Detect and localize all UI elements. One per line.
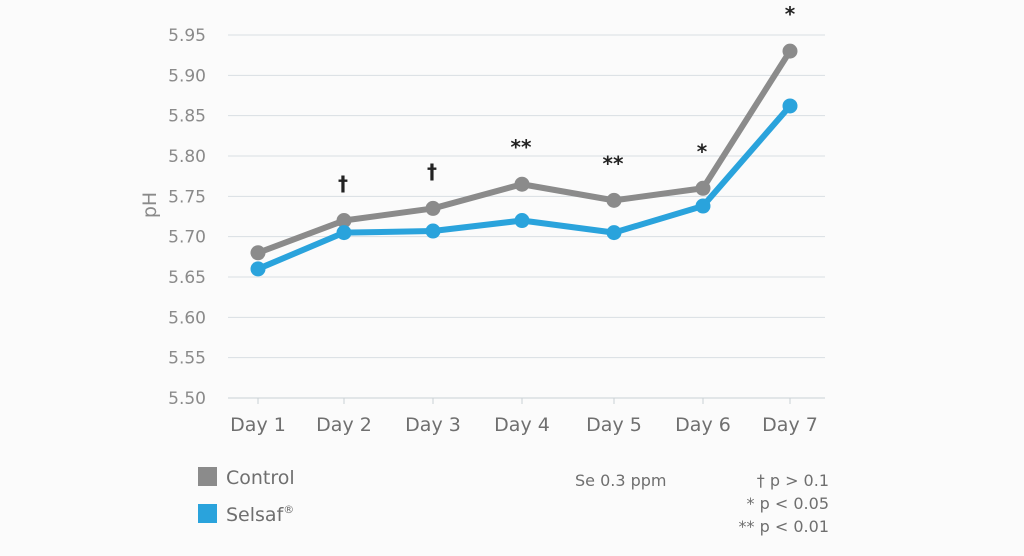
y-axis-label: pH — [139, 192, 161, 218]
data-point-control — [250, 245, 266, 261]
y-tick-label: 5.75 — [168, 187, 206, 207]
legend-label-selsaf-text: Selsaf — [226, 504, 285, 526]
x-tick-label: Day 6 — [675, 414, 731, 436]
data-point-selsaf — [782, 98, 798, 114]
data-point-selsaf — [425, 223, 441, 239]
legend-label-control: Control — [226, 467, 295, 489]
x-tick-label: Day 5 — [586, 414, 642, 436]
significance-marker: † — [338, 172, 348, 196]
data-point-selsaf — [695, 198, 711, 214]
x-tick-label: Day 3 — [405, 414, 461, 436]
dose-annotation: Se 0.3 ppm — [575, 471, 667, 490]
legend-label-selsaf: Selsaf® — [226, 503, 294, 526]
significance-marker: ** — [603, 151, 624, 175]
data-point-control — [606, 192, 622, 208]
significance-key-3: ** p < 0.01 — [739, 517, 829, 536]
significance-marker: * — [785, 2, 796, 26]
significance-key-1: † p > 0.1 — [757, 471, 829, 490]
y-tick-label: 5.80 — [168, 147, 206, 167]
y-tick-label: 5.85 — [168, 107, 206, 127]
x-tick-label: Day 1 — [230, 414, 286, 436]
data-point-control — [425, 200, 441, 216]
data-point-control — [782, 43, 798, 59]
data-point-selsaf — [514, 213, 530, 229]
data-point-control — [514, 176, 530, 192]
x-tick-label: Day 2 — [316, 414, 372, 436]
y-tick-label: 5.70 — [168, 228, 206, 248]
legend: Control Selsaf® — [198, 467, 295, 526]
significance-marker: ** — [511, 135, 532, 159]
x-tick-label: Day 4 — [494, 414, 550, 436]
y-tick-label: 5.55 — [168, 349, 206, 369]
x-tick-label: Day 7 — [762, 414, 818, 436]
y-tick-label: 5.60 — [168, 308, 206, 328]
data-point-selsaf — [336, 225, 352, 241]
significance-marker: † — [427, 159, 437, 183]
y-tick-label: 5.90 — [168, 66, 206, 86]
data-point-control — [336, 213, 352, 229]
legend-swatch-control — [198, 467, 217, 486]
significance-key-2: * p < 0.05 — [747, 494, 829, 513]
data-point-control — [695, 180, 711, 196]
y-tick-label: 5.50 — [168, 389, 206, 409]
registered-mark: ® — [283, 503, 294, 516]
legend-swatch-selsaf — [198, 504, 217, 523]
y-tick-label: 5.95 — [168, 26, 206, 46]
significance-marker: * — [697, 139, 708, 163]
data-point-selsaf — [606, 225, 622, 241]
y-tick-label: 5.65 — [168, 268, 206, 288]
data-point-selsaf — [250, 261, 266, 277]
